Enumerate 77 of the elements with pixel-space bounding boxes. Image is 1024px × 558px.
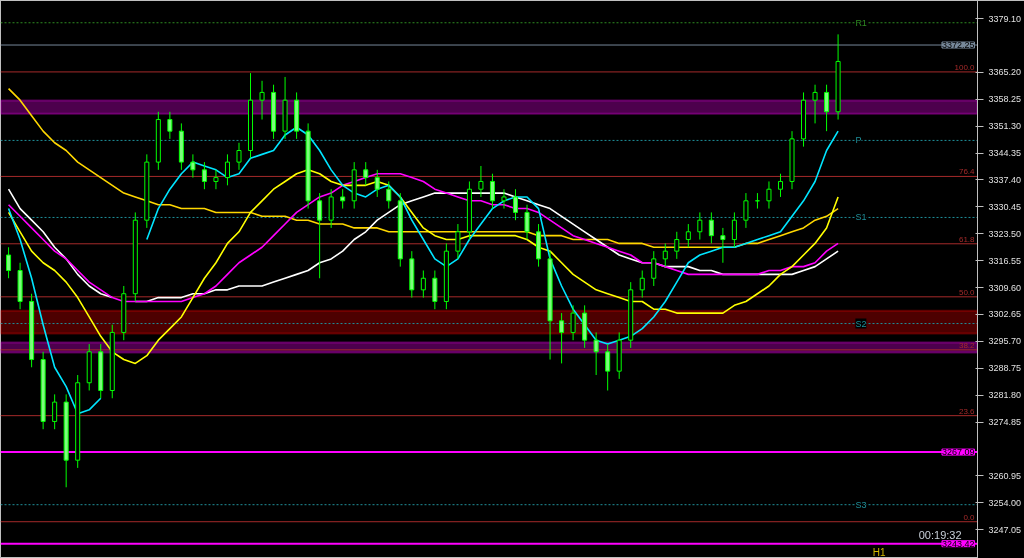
candlestick <box>386 180 392 210</box>
y-tick-label: 3260.95 <box>988 470 1022 481</box>
candlestick <box>570 304 576 341</box>
candlestick <box>213 169 219 190</box>
candlestick <box>812 84 818 124</box>
y-tick-label: 3344.35 <box>988 148 1022 159</box>
candlestick <box>593 331 599 376</box>
ref-line-label: S2 <box>855 318 867 329</box>
candlestick <box>662 242 668 268</box>
y-tick-label: 3358.25 <box>988 94 1022 105</box>
candlestick <box>52 393 58 430</box>
candlestick <box>478 165 484 198</box>
y-tick-label: 3330.45 <box>988 201 1022 212</box>
candlestick <box>743 192 749 229</box>
candlestick <box>489 173 495 210</box>
y-tick-label: 3295.70 <box>988 336 1022 347</box>
annotation: 0.0 <box>963 512 976 522</box>
candlestick <box>374 169 380 198</box>
annotation: 23.6 <box>958 406 976 416</box>
candlestick <box>236 142 242 171</box>
ref-line-label: P <box>855 135 862 146</box>
y-tick-label: 3302.65 <box>988 309 1022 320</box>
candlestick <box>201 161 207 190</box>
candlestick <box>524 204 530 241</box>
y-tick-label: 3323.50 <box>988 228 1022 239</box>
y-tick-label: 3309.60 <box>988 282 1022 293</box>
candlestick <box>777 173 783 198</box>
candlestick <box>685 223 691 248</box>
candlestick <box>455 223 461 260</box>
candlestick <box>224 153 230 186</box>
candlestick <box>731 211 737 248</box>
candlestick <box>512 188 519 221</box>
ref-line-label: 3372.25 <box>941 40 975 51</box>
y-tick-label: 3365.20 <box>988 67 1022 78</box>
ref-line-label: 3267.09 <box>941 447 975 458</box>
ref-line-label: 3243.42 <box>941 538 975 549</box>
candlestick <box>259 80 265 121</box>
y-tick-label: 3247.05 <box>988 524 1022 535</box>
candlestick <box>363 161 369 186</box>
candlestick <box>824 84 830 132</box>
candlestick <box>6 246 12 279</box>
y-tick-label: 3254.00 <box>988 497 1022 508</box>
text: H1 <box>872 546 886 558</box>
candlestick <box>605 343 611 391</box>
line-series <box>7 169 839 365</box>
candlestick <box>167 111 173 140</box>
candlestick <box>420 270 426 299</box>
candlestick <box>674 231 680 260</box>
candlestick <box>766 180 772 210</box>
y-tick-label: 3351.30 <box>988 121 1022 132</box>
candlestick <box>501 188 507 210</box>
candlestick <box>639 270 645 299</box>
candlestick <box>340 188 346 210</box>
candlestick <box>697 211 703 241</box>
candlestick <box>651 250 657 287</box>
annotation: 38.2 <box>958 340 976 350</box>
candlestick <box>559 312 565 364</box>
candlestick <box>708 211 714 244</box>
y-tick-label: 3379.10 <box>988 13 1022 24</box>
y-tick-label: 3316.55 <box>988 255 1022 266</box>
candlestick <box>317 192 323 279</box>
candlestick <box>432 270 438 310</box>
annotation: 100.0 <box>954 62 976 72</box>
candlestick <box>328 188 334 229</box>
ref-line-label: R1 <box>855 17 867 28</box>
annotation: 61.8 <box>958 234 976 244</box>
y-tick-label: 3281.80 <box>988 390 1022 401</box>
ref-line-label: S1 <box>855 212 867 223</box>
annotation: 76.4 <box>958 167 976 177</box>
y-tick-label: 3274.85 <box>988 417 1022 428</box>
candlestick <box>720 227 726 264</box>
candlestick <box>190 153 196 179</box>
text: 00:19:32 <box>918 528 962 541</box>
ref-line-label: S3 <box>855 499 867 510</box>
annotation: 50.0 <box>958 287 976 297</box>
y-tick-label: 3337.40 <box>988 174 1022 185</box>
y-tick-label: 3288.75 <box>988 363 1022 374</box>
